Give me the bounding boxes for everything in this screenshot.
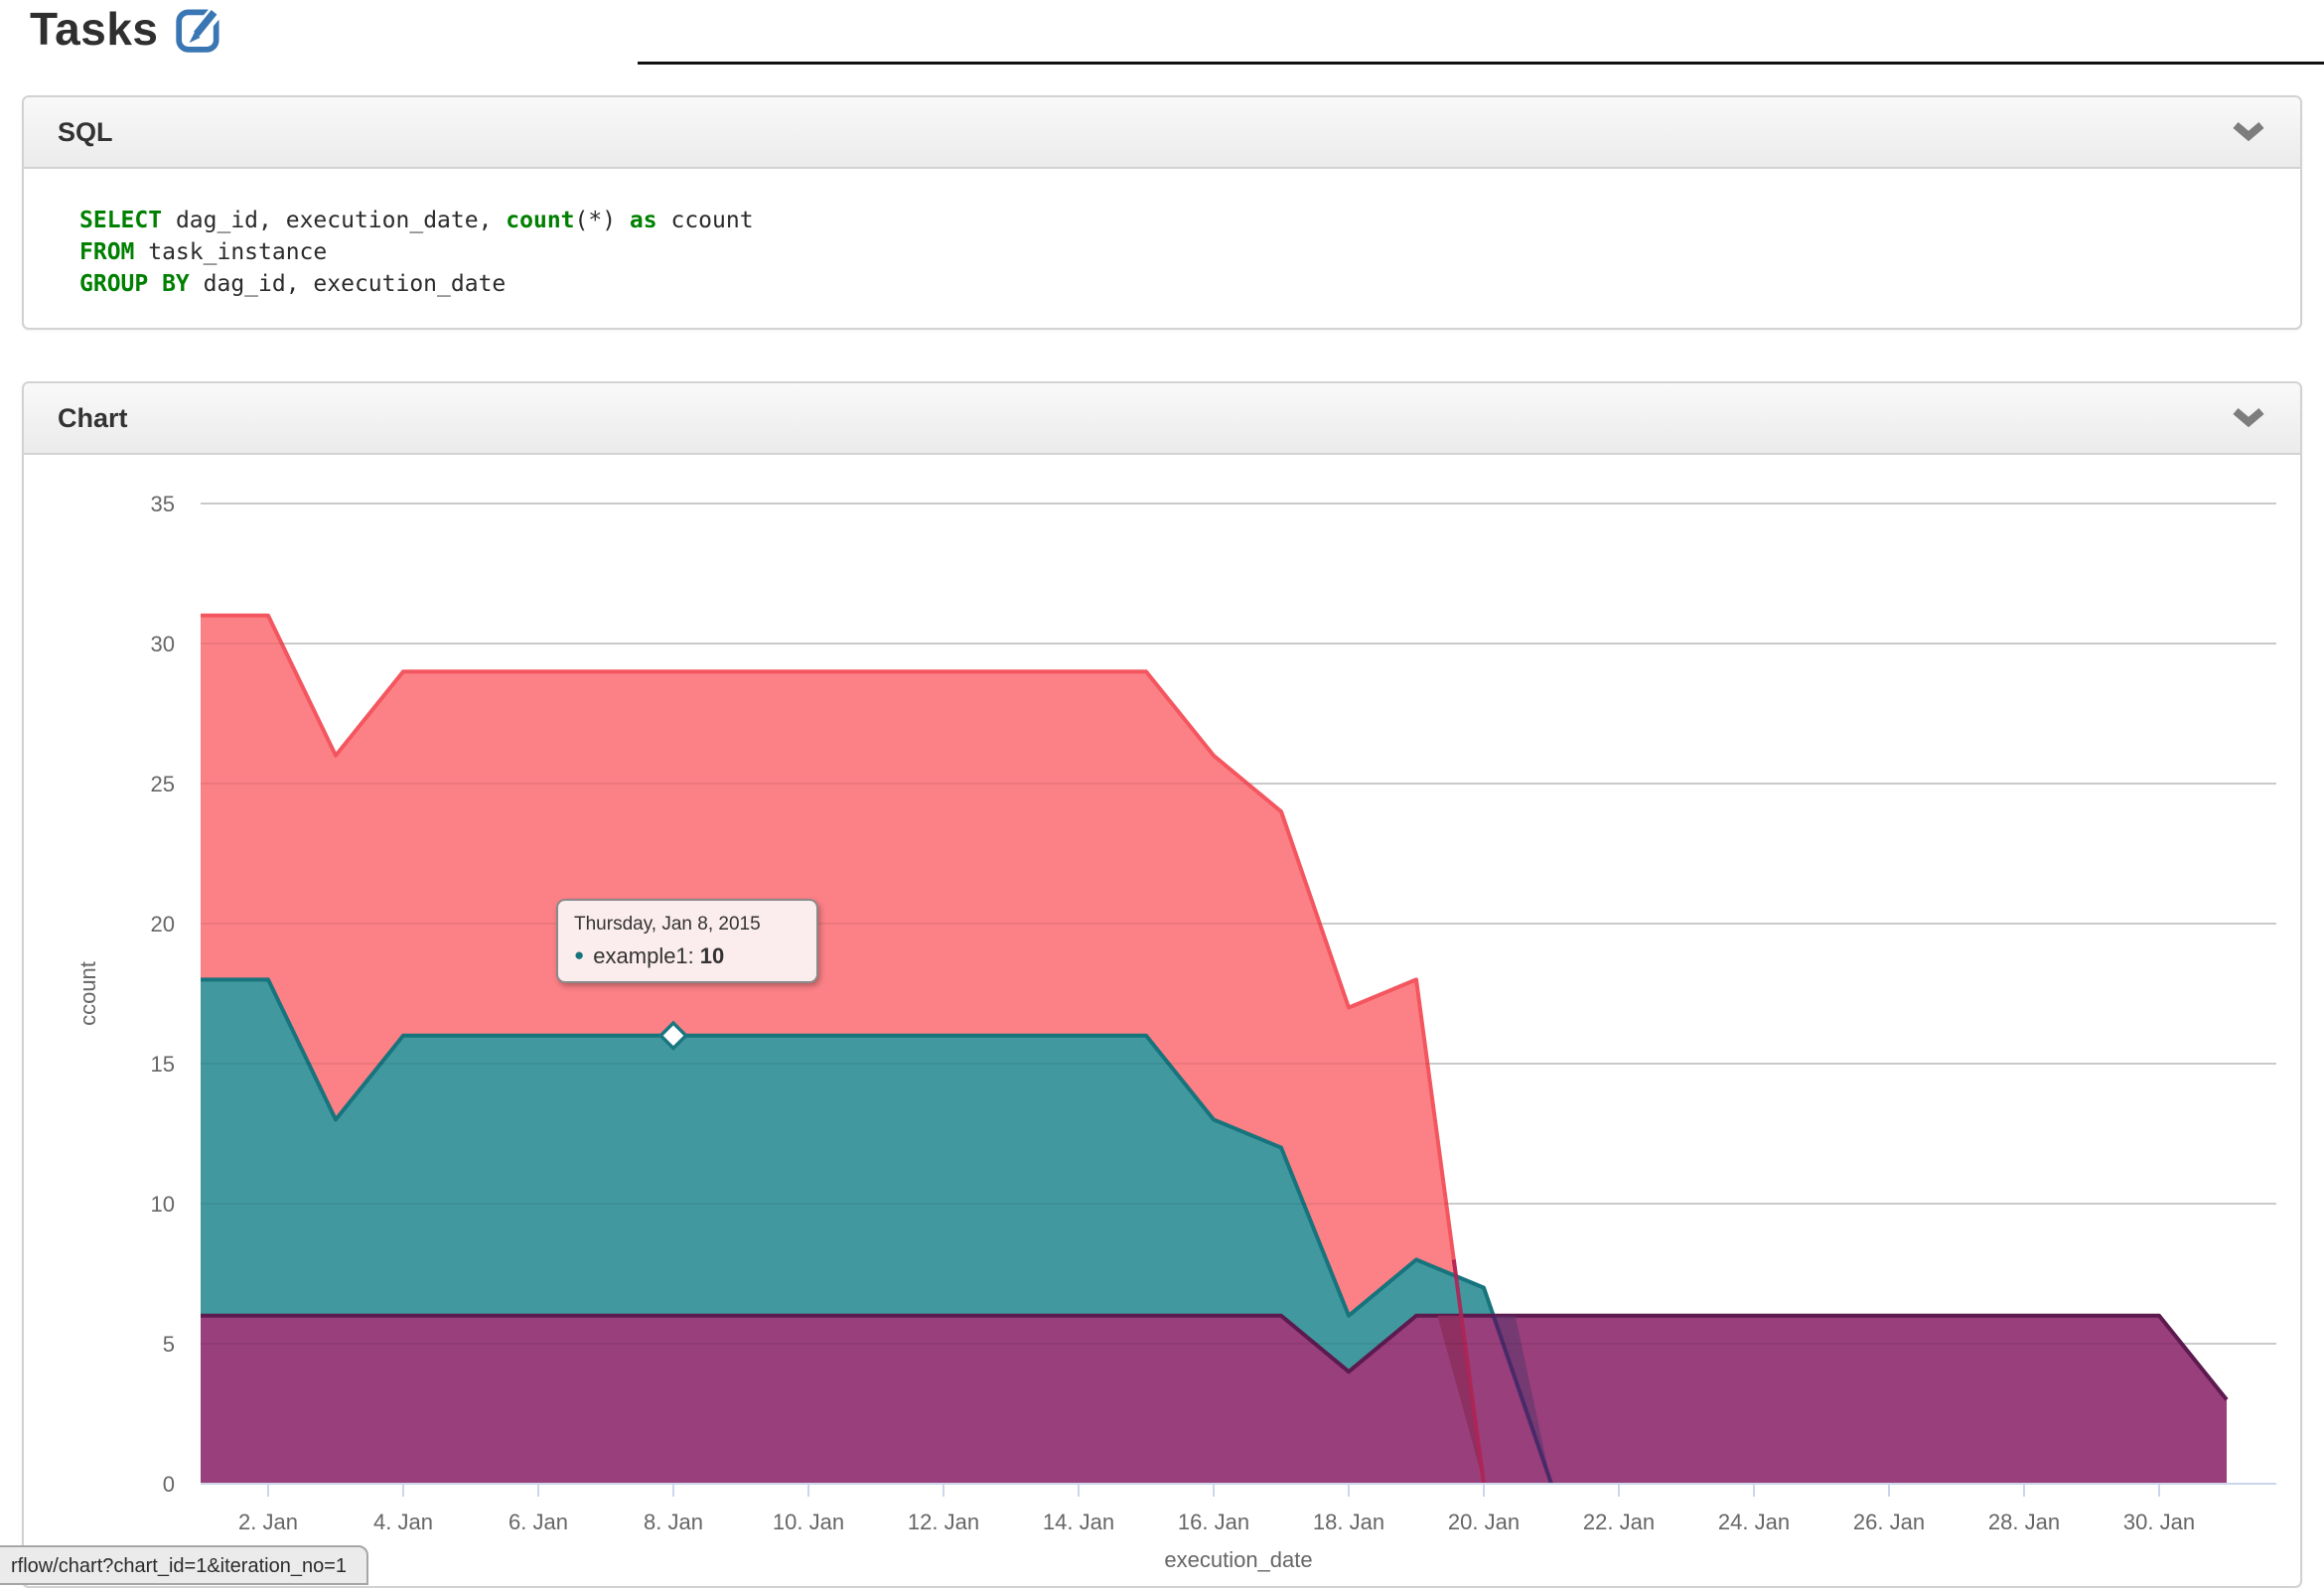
area-series-purple (201, 1315, 2227, 1484)
sql-collapse-button[interactable] (2231, 121, 2266, 143)
x-tick-label: 22. Jan (1583, 1510, 1655, 1534)
tooltip-value: 10 (699, 943, 725, 968)
tooltip-series-name: example1: (593, 943, 694, 968)
y-tick-label: 15 (151, 1052, 175, 1077)
x-tick-label: 20. Jan (1448, 1510, 1520, 1534)
line-series-purple (201, 1313, 2229, 1401)
y-axis-title: ccount (75, 961, 100, 1026)
chart-panel-title: Chart (58, 402, 128, 433)
x-tick-label: 4. Jan (373, 1510, 433, 1534)
sql-code-line: SELECT dag_id, execution_date, count(*) … (79, 208, 754, 233)
sql-panel-header[interactable]: SQL (24, 97, 2300, 169)
chart-tooltip: Thursday, Jan 8, 2015 ● example1: 10 (556, 899, 818, 983)
edit-icon[interactable] (175, 4, 224, 54)
x-tick-label: 2. Jan (238, 1510, 298, 1534)
y-tick-label: 30 (151, 632, 175, 656)
y-tick-label: 20 (151, 912, 175, 937)
x-axis-title: execution_date (1164, 1547, 1312, 1572)
x-tick-label: 16. Jan (1178, 1510, 1249, 1534)
y-tick-label: 35 (151, 492, 175, 516)
tooltip-date: Thursday, Jan 8, 2015 (574, 914, 761, 935)
chart-collapse-button[interactable] (2231, 407, 2266, 429)
chart-panel-header[interactable]: Chart (24, 383, 2300, 455)
page-title-row: Tasks (30, 2, 224, 56)
sql-code-line: FROM task_instance (79, 239, 328, 265)
x-tick-label: 18. Jan (1313, 1510, 1384, 1534)
y-tick-label: 10 (151, 1192, 175, 1217)
x-tick-label: 6. Jan (508, 1510, 568, 1534)
x-tick-label: 8. Jan (644, 1510, 703, 1534)
status-url-text: rflow/chart?chart_id=1&iteration_no=1 (11, 1555, 347, 1577)
sql-panel: SQL SELECT dag_id, execution_date, count… (22, 95, 2302, 330)
teal-line-through-overlap (1491, 1315, 1553, 1485)
series-bullet-icon: ● (574, 945, 585, 964)
x-tick-label: 28. Jan (1988, 1510, 2060, 1534)
line-series-teal (201, 977, 1553, 1485)
y-tick-label: 25 (151, 772, 175, 796)
x-tick-label: 14. Jan (1043, 1510, 1114, 1534)
chart-panel: Chart 0 5 10 15 20 25 30 35 2. Jan 4. Jan 6. Jan 8.… (22, 381, 2302, 1588)
y-tick-label: 5 (163, 1332, 175, 1357)
area-chart[interactable]: 0 5 10 15 20 25 30 35 2. Jan 4. Jan 6. Jan 8. Jan 10… (24, 455, 2304, 1575)
browser-status-bubble: rflow/chart?chart_id=1&iteration_no=1 (0, 1545, 368, 1585)
sql-panel-title: SQL (58, 116, 113, 147)
red-line-through-overlap (1451, 1259, 1486, 1485)
red-over-purple-wedge (1437, 1315, 1484, 1484)
x-tick-label: 10. Jan (773, 1510, 844, 1534)
sql-code-line: GROUP BY dag_id, execution_date (79, 271, 507, 297)
x-tick-label: 30. Jan (2123, 1510, 2195, 1534)
chevron-down-icon (2233, 407, 2264, 428)
chevron-down-icon (2233, 121, 2264, 142)
x-tick-label: 26. Jan (1853, 1510, 1925, 1534)
y-tick-label: 0 (163, 1472, 175, 1497)
page-title: Tasks (30, 3, 159, 55)
sql-code: SELECT dag_id, execution_date, count(*) … (24, 169, 2300, 300)
x-tick-label: 12. Jan (908, 1510, 979, 1534)
line-series-red (201, 613, 1486, 1485)
tooltip-series-row: ● example1: 10 (574, 943, 800, 969)
window-edge-line (638, 62, 2324, 65)
x-tick-label: 24. Jan (1718, 1510, 1790, 1534)
hover-marker-diamond[interactable] (657, 1020, 689, 1052)
